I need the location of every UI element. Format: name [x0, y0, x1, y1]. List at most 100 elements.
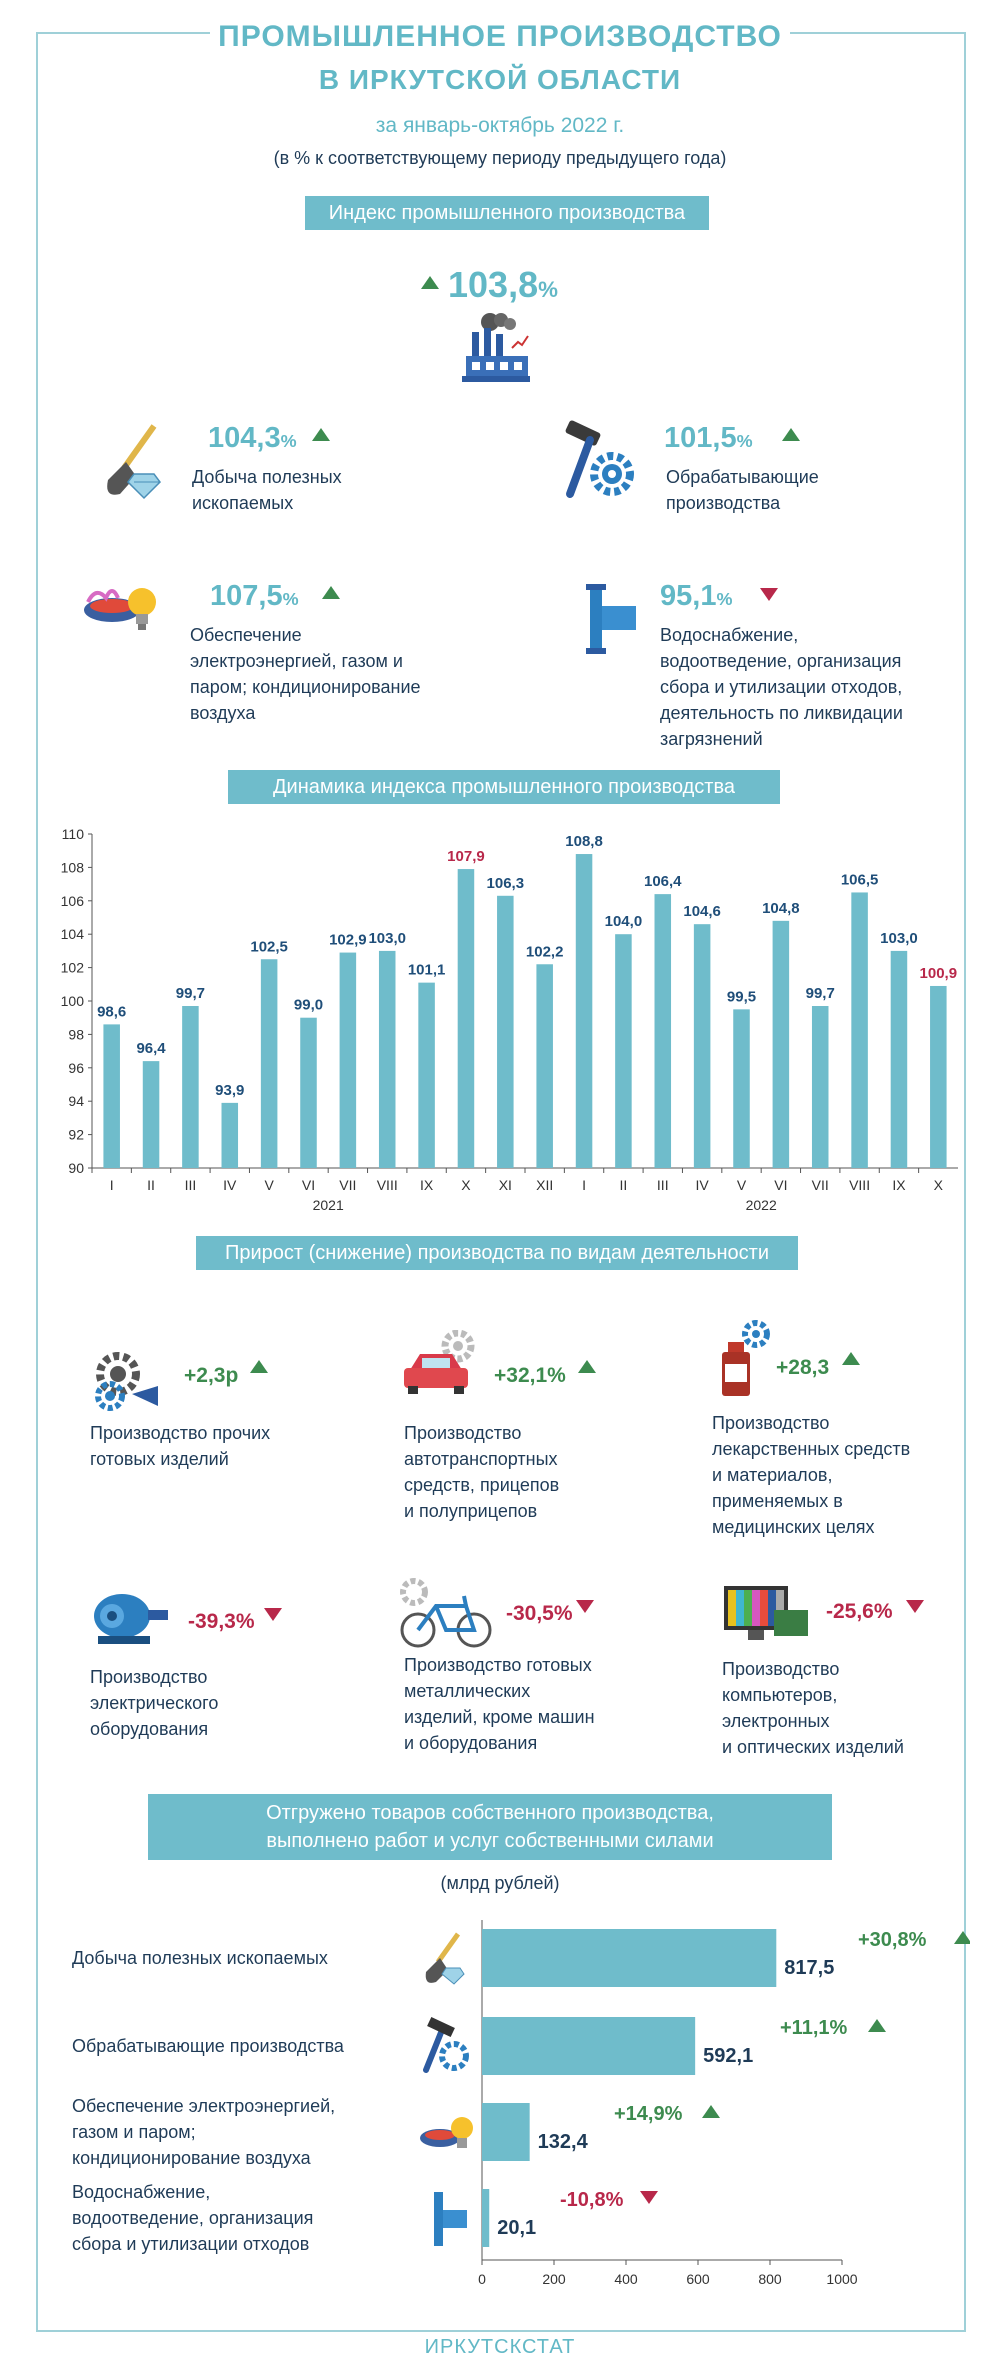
data-label: 103,0	[368, 930, 406, 947]
x-tick-label: V	[264, 1177, 274, 1193]
computers-label: Производство компьютеров, электронных и опт…	[722, 1659, 904, 1757]
category-label: газом и паром;	[72, 2122, 196, 2142]
metal-products-label: Производство готовых металлических изделий…	[404, 1655, 595, 1753]
mining-index-value: 104,3%	[208, 422, 297, 454]
change-label: +11,1%	[780, 2017, 848, 2039]
data-label: 102,9	[329, 932, 367, 949]
data-label: 106,5	[841, 871, 879, 888]
y-tick-label: 90	[68, 1160, 84, 1176]
bar	[654, 894, 672, 1168]
data-label: 20,1	[497, 2217, 536, 2239]
bar	[693, 924, 711, 1168]
data-label: 106,4	[644, 873, 682, 890]
data-label: 102,5	[250, 938, 288, 955]
bar	[575, 854, 593, 1168]
change-label: +14,9%	[614, 2103, 683, 2125]
data-label: 103,0	[880, 930, 918, 947]
bar	[221, 1102, 239, 1168]
data-label: 99,0	[294, 997, 323, 1014]
up-arrow-icon	[954, 1931, 970, 1944]
x-tick-label: XI	[499, 1177, 512, 1193]
y-tick-label: 110	[62, 826, 85, 842]
bar	[300, 1017, 317, 1168]
year-label: 2022	[746, 1197, 777, 1213]
bar	[103, 1024, 120, 1168]
computer-monitor-icon	[724, 1586, 808, 1640]
bar	[930, 985, 947, 1168]
data-label: 101,1	[408, 962, 446, 979]
category-label: Добыча полезных ископаемых	[72, 1948, 328, 1968]
x-tick-label: 0	[478, 2271, 486, 2287]
data-label: 104,0	[605, 913, 643, 930]
y-tick-label: 94	[68, 1093, 84, 1109]
bar	[482, 2017, 696, 2075]
pipe-icon	[434, 2192, 467, 2246]
computers-change: -25,6%	[826, 1600, 893, 1623]
down-arrow-icon	[640, 2191, 658, 2204]
bar	[482, 2103, 530, 2161]
category-label: Водоснабжение,	[72, 2182, 210, 2202]
bulb-burner-icon	[84, 588, 156, 630]
bar	[811, 1006, 829, 1168]
total-index-value: 103,8%	[448, 264, 558, 305]
bar	[457, 869, 475, 1168]
hammer-gear-icon	[565, 420, 634, 498]
bar	[890, 950, 908, 1168]
footer-source: ИРКУТСКСТАТ	[0, 2336, 1000, 2359]
electrical-change: -39,3%	[188, 1610, 255, 1633]
data-label: 107,9	[447, 848, 485, 865]
y-tick-label: 98	[68, 1026, 84, 1042]
growth-banner: Прирост (снижение) производства по видам…	[196, 1236, 798, 1270]
data-label: 99,5	[727, 988, 756, 1005]
manufacturing-index-value: 101,5%	[664, 422, 753, 454]
page-subtitle: В ИРКУТСКОЙ ОБЛАСТИ	[318, 64, 682, 95]
y-tick-label: 106	[61, 893, 85, 909]
data-label: 99,7	[806, 985, 835, 1002]
bar	[482, 2189, 490, 2247]
x-tick-label: 400	[614, 2271, 638, 2287]
pipe-icon	[586, 584, 636, 654]
category-label: водоотведение, организация	[72, 2208, 313, 2228]
y-tick-label: 102	[61, 960, 85, 976]
data-label: 592,1	[703, 2045, 753, 2067]
metal-products-change: -30,5%	[506, 1602, 573, 1625]
manufacturing-up-arrow	[782, 428, 800, 441]
data-label: 817,5	[784, 1957, 834, 1979]
data-label: 106,3	[487, 875, 525, 892]
x-tick-label: I	[582, 1177, 586, 1193]
data-label: 104,6	[683, 903, 721, 920]
factory-icon	[462, 313, 530, 382]
bar	[378, 950, 396, 1168]
up-arrow-icon	[702, 2105, 720, 2118]
other-goods-change: +2,3р	[184, 1364, 239, 1387]
electrical-label: Производство электрического оборудования	[90, 1667, 219, 1739]
x-tick-label: III	[657, 1177, 669, 1193]
x-tick-label: II	[620, 1177, 628, 1193]
bulb-burner-icon	[420, 2117, 473, 2148]
water-label: Водоснабжение, водоотведение, организация…	[660, 625, 903, 749]
x-tick-label: VIII	[849, 1177, 870, 1193]
x-tick-label: VI	[774, 1177, 787, 1193]
bar	[733, 1009, 750, 1168]
bar	[615, 934, 632, 1168]
x-tick-label: VII	[339, 1177, 356, 1193]
other-goods-up-arrow	[250, 1360, 268, 1373]
category-label: кондиционирование воздуха	[72, 2148, 312, 2168]
category-label: Обрабатывающие производства	[72, 2036, 345, 2056]
water-index-value: 95,1%	[660, 580, 733, 612]
other-goods-label: Производство прочих готовых изделий	[90, 1423, 271, 1469]
x-tick-label: X	[934, 1177, 944, 1193]
data-label: 104,8	[762, 900, 800, 917]
data-label: 93,9	[215, 1082, 244, 1099]
x-tick-label: 800	[758, 2271, 782, 2287]
shipment-chart: 0 200 400 600 800 1000 817,5 +30,8% Добыча полез…	[72, 1920, 970, 2287]
y-tick-label: 92	[68, 1127, 84, 1143]
x-tick-label: VIII	[377, 1177, 398, 1193]
metal-products-down-arrow	[576, 1600, 594, 1613]
units-note: (в % к соответствующему периоду предыдущ…	[273, 148, 727, 168]
up-arrow-icon	[868, 2019, 886, 2032]
bicycle-icon	[400, 1578, 492, 1648]
bar	[497, 895, 514, 1168]
energy-up-arrow	[322, 586, 340, 599]
x-tick-label: 1000	[826, 2271, 857, 2287]
